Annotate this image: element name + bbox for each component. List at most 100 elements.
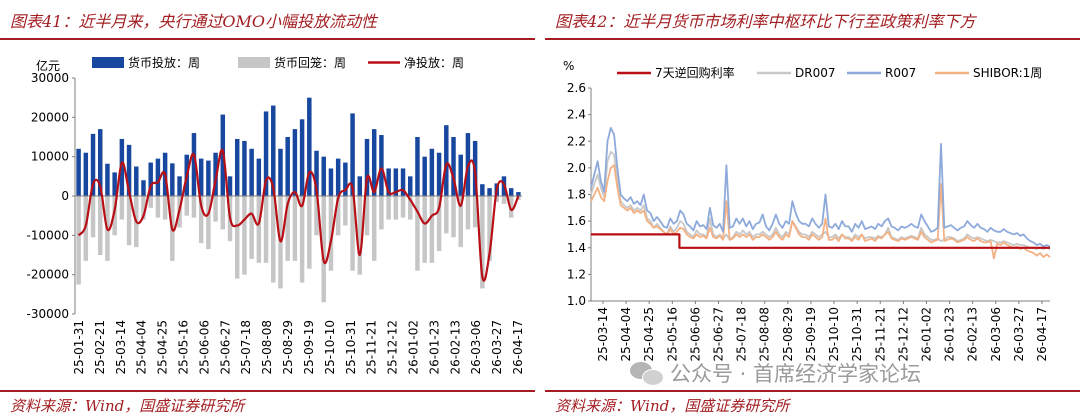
- bar-injection: [170, 163, 175, 196]
- x-tick-label: 26-01-02: [406, 320, 420, 374]
- bar-injection: [451, 137, 456, 196]
- bar-injection: [271, 105, 276, 196]
- bar-withdrawal: [393, 196, 399, 220]
- bar-injection: [249, 148, 254, 196]
- bar-injection: [155, 158, 161, 196]
- y-tick-label: 2.2: [567, 134, 586, 148]
- x-tick-label: 25-06-06: [197, 320, 211, 374]
- x-tick-label: 25-09-19: [302, 320, 316, 374]
- watermark-text: 公众号 · 首席经济学家论坛: [670, 362, 922, 386]
- bar-injection: [371, 129, 377, 196]
- legend-label: 货币投放：周: [128, 55, 200, 70]
- x-tick-label: 25-08-29: [781, 307, 795, 361]
- bar-withdrawal: [501, 196, 507, 204]
- bar-withdrawal: [472, 196, 478, 228]
- x-tick-label: 26-03-06: [989, 307, 1003, 361]
- bar-withdrawal: [148, 196, 153, 208]
- legend-swatch: [238, 57, 270, 68]
- x-tick-label: 26-02-13: [448, 320, 462, 374]
- bar-withdrawal: [364, 196, 370, 236]
- x-tick-label: 25-04-25: [642, 307, 656, 361]
- bar-withdrawal: [285, 196, 290, 261]
- bar-injection: [393, 168, 399, 196]
- x-tick-label: 25-10-31: [344, 320, 358, 374]
- bar-withdrawal: [314, 196, 319, 236]
- bar-injection: [436, 152, 442, 196]
- bar-withdrawal: [206, 196, 211, 250]
- x-tick-label: 25-01-31: [72, 320, 86, 374]
- x-tick-label: 25-10-31: [850, 307, 864, 361]
- bar-withdrawal: [256, 196, 262, 263]
- x-tick-label: 25-11-21: [873, 307, 887, 361]
- x-tick-label: 25-04-04: [135, 320, 149, 374]
- bar-injection: [134, 166, 139, 196]
- x-tick-label: 25-12-12: [386, 320, 400, 374]
- x-tick-label: 25-12-12: [896, 307, 910, 361]
- bar-injection: [386, 168, 391, 196]
- x-tick-label: 25-05-16: [177, 320, 191, 374]
- right-source-bar: 资料来源：Wind，国盛证券研究所: [545, 390, 1080, 415]
- x-tick-label: 26-03-06: [469, 320, 483, 374]
- bar-injection: [148, 162, 153, 196]
- bar-injection: [263, 111, 269, 196]
- bar-withdrawal: [458, 196, 463, 248]
- bar-injection: [487, 188, 492, 196]
- x-tick-label: 26-03-27: [490, 320, 504, 374]
- bar-withdrawal: [76, 196, 81, 285]
- x-tick-label: 25-06-06: [688, 307, 702, 361]
- x-tick-label: 26-01-02: [919, 307, 933, 361]
- bar-injection: [213, 152, 218, 196]
- bar-injection: [90, 133, 96, 196]
- bar-injection: [328, 168, 334, 196]
- x-tick-label: 26-02-13: [966, 307, 980, 361]
- wechat-icon: [630, 360, 664, 386]
- y-tick-label: -10000: [26, 228, 69, 242]
- bar-withdrawal: [465, 196, 471, 230]
- bar-withdrawal: [299, 196, 305, 283]
- bar-withdrawal: [379, 196, 384, 230]
- x-tick-label: 25-08-08: [758, 307, 772, 361]
- bar-withdrawal: [119, 196, 125, 220]
- x-tick-label: 25-04-25: [156, 320, 170, 374]
- bar-withdrawal: [213, 196, 218, 222]
- x-tick-label: 25-03-14: [596, 307, 610, 361]
- bar-withdrawal: [328, 196, 334, 271]
- bar-injection: [364, 138, 370, 196]
- bar-withdrawal: [444, 196, 449, 234]
- bar-withdrawal: [141, 196, 146, 220]
- y-tick-label: 0: [61, 189, 69, 203]
- bar-injection: [335, 158, 341, 196]
- left-title-bar: 图表41：近半月来，央行通过OMO小幅投放流动性: [0, 0, 535, 40]
- bar-withdrawal: [343, 196, 348, 226]
- x-tick-label: 25-10-10: [827, 307, 841, 361]
- net-injection-line: [77, 148, 520, 282]
- bar-withdrawal: [408, 196, 413, 220]
- bar-injection: [141, 180, 146, 196]
- x-tick-label: 25-03-14: [114, 320, 128, 374]
- bar-withdrawal: [415, 196, 420, 271]
- y-tick-label: 30000: [31, 71, 69, 85]
- bar-withdrawal: [400, 196, 406, 218]
- bar-injection: [83, 152, 89, 196]
- bar-injection: [321, 156, 326, 196]
- bar-withdrawal: [335, 196, 341, 236]
- bar-injection: [480, 184, 485, 196]
- bar-injection: [278, 148, 283, 196]
- bar-injection: [516, 192, 521, 196]
- bar-withdrawal: [357, 196, 363, 275]
- bar-injection: [76, 148, 81, 196]
- x-tick-label: 26-01-23: [943, 307, 957, 361]
- bar-withdrawal: [487, 196, 492, 261]
- y-axis-label: %: [563, 59, 574, 73]
- bar-withdrawal: [249, 196, 254, 259]
- y-tick-label: 1.2: [567, 267, 586, 281]
- right-chart: % 2.6 2.4 2.2 2.0 1.8 1.6 1.4 1.2 1.0 25-03-14 25-0…: [563, 59, 1051, 361]
- x-tick-label: 25-10-10: [323, 320, 337, 374]
- y-tick-label: 2.4: [567, 108, 586, 122]
- left-chart: 亿元3000020000100000-10000-20000-3000025-0…: [26, 55, 525, 374]
- right-source: 资料来源：Wind，国盛证券研究所: [555, 397, 790, 415]
- bar-withdrawal: [126, 196, 132, 246]
- policy-rate-line: [591, 233, 1050, 249]
- bar-injection: [191, 133, 197, 196]
- x-tick-label: 26-03-27: [1012, 307, 1026, 361]
